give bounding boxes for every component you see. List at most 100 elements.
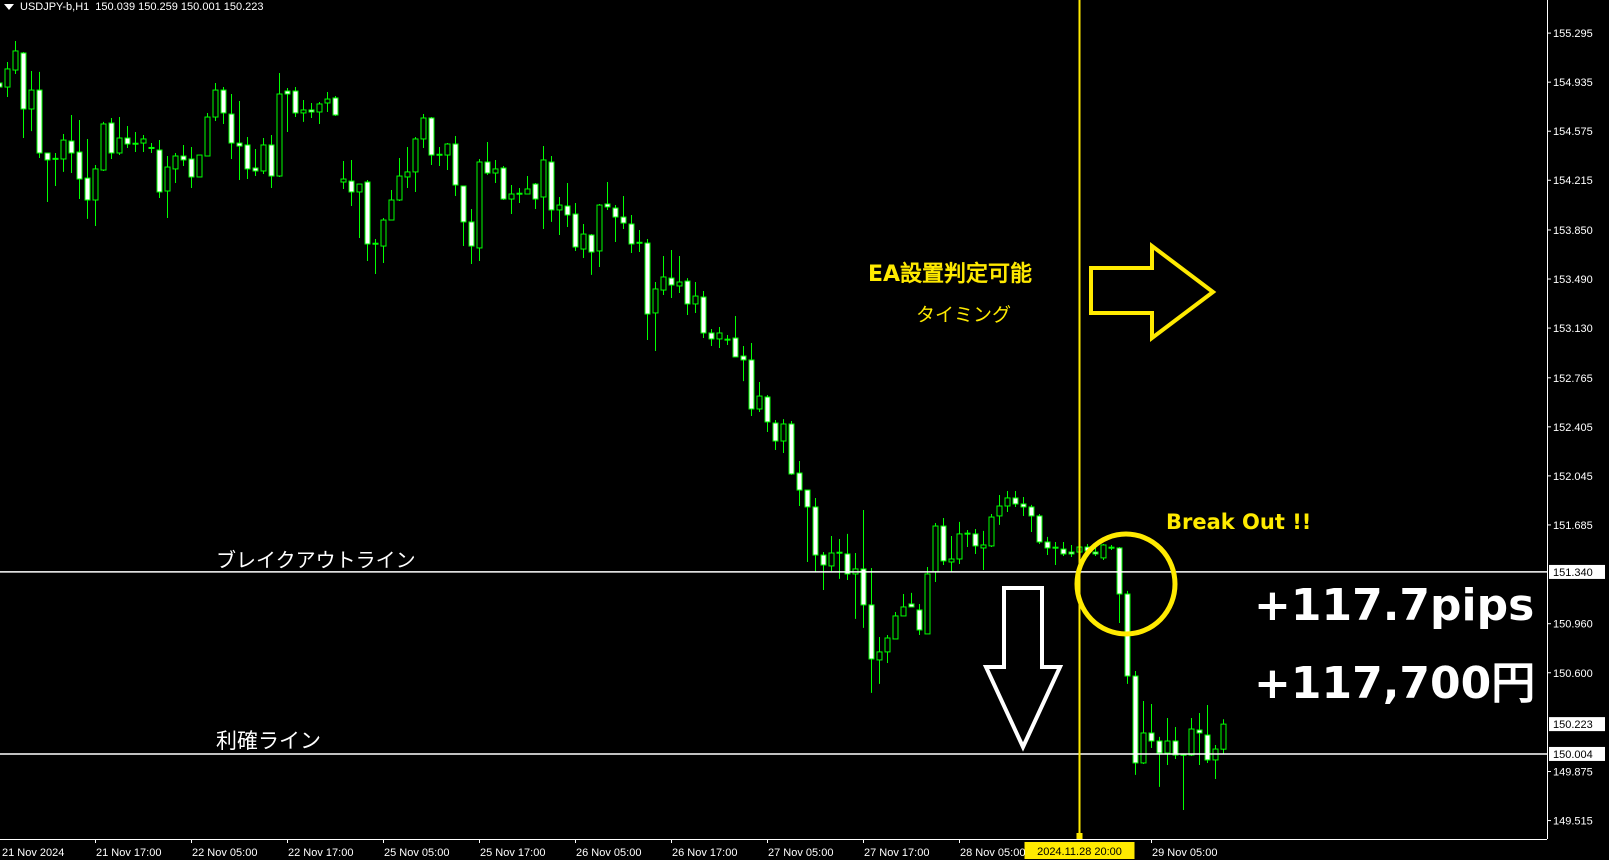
candle-body-bull: [652, 288, 659, 314]
candle: [820, 552, 827, 591]
candle: [188, 147, 195, 189]
candle-body-bull: [580, 233, 587, 250]
candle-body-bear: [452, 143, 459, 186]
candle: [724, 335, 731, 345]
price-tick-label: 152.045: [1553, 471, 1593, 483]
price-tick-label: 152.765: [1553, 373, 1593, 385]
candle: [596, 203, 603, 268]
candle-body-bull: [932, 525, 939, 573]
vertical-line-layer: 2024.11.28 20:00: [1024, 0, 1135, 859]
time-tick-label: 22 Nov 05:00: [192, 847, 257, 859]
price-tick-label: 150.600: [1553, 668, 1593, 680]
candle: [356, 183, 363, 239]
candle: [788, 420, 795, 475]
candle: [412, 137, 419, 192]
price-tick-label: 149.875: [1553, 767, 1593, 779]
arrow-down-icon: [982, 586, 1064, 752]
candle: [644, 238, 651, 341]
candle: [636, 229, 643, 253]
candle-body-bear: [844, 553, 851, 575]
candle: [924, 567, 931, 635]
candle: [756, 382, 763, 412]
candle: [1148, 703, 1155, 748]
candle-body-bear: [68, 140, 75, 154]
candle-body-bear: [916, 609, 923, 631]
candle-body-bear: [268, 144, 275, 177]
candle-body-bull: [4, 68, 11, 88]
time-tick-label: 21 Nov 17:00: [96, 847, 161, 859]
candle-body-bear: [820, 554, 827, 566]
break-out-label: Break Out !!: [1166, 510, 1312, 534]
price-line-tag-label: 150.004: [1553, 749, 1593, 761]
candle: [252, 149, 259, 177]
candle: [588, 234, 595, 275]
candle-body-bull: [412, 138, 419, 173]
candle: [492, 159, 499, 183]
candle-body-bull: [204, 116, 211, 157]
candle: [548, 155, 555, 222]
candle-body-bear: [292, 90, 299, 114]
candle: [372, 238, 379, 274]
profit-pips-label: +117.7pips: [1254, 580, 1535, 631]
candle-body-bull: [404, 171, 411, 178]
triangle-down-icon[interactable]: [4, 4, 14, 10]
time-tick-label: 25 Nov 05:00: [384, 847, 449, 859]
candle-body-bull: [1188, 728, 1195, 756]
candle: [0, 82, 3, 88]
candle: [540, 146, 547, 230]
candle: [228, 94, 235, 159]
candle: [916, 603, 923, 636]
candle-body-bear: [1020, 503, 1027, 508]
candle-body-bear: [532, 183, 539, 200]
candle-body-bear: [1204, 734, 1211, 761]
candle: [1052, 541, 1059, 565]
candle: [180, 144, 187, 166]
candle-body-bear: [428, 117, 435, 156]
time-tick-label: 27 Nov 17:00: [864, 847, 929, 859]
candle-body-bull: [476, 161, 483, 249]
candle: [100, 121, 107, 171]
candle-body-bear: [180, 155, 187, 161]
candle: [612, 205, 619, 242]
candle: [1020, 497, 1027, 516]
time-tick-label: 27 Nov 05:00: [768, 847, 833, 859]
candle-body-bear: [244, 144, 251, 170]
candle: [1156, 736, 1163, 787]
candle-body-bull: [212, 89, 219, 118]
candle-body-bull: [596, 204, 603, 252]
candle: [260, 138, 267, 174]
candle-body-bear: [220, 89, 227, 114]
candle-body-bull: [780, 423, 787, 442]
candle-body-bear: [188, 158, 195, 178]
symbol-timeframe: USDJPY-b,H1: [20, 1, 90, 13]
horizontal-lines-layer: 151.340 150.004 150.223: [0, 564, 1605, 761]
candle: [4, 61, 11, 98]
candle-body-bear: [764, 396, 771, 423]
breakout-line-label: ブレイクアウトライン: [216, 548, 416, 572]
vertical-line-handle[interactable]: [1076, 833, 1083, 839]
candle-body-bear: [748, 359, 755, 410]
candle: [1044, 536, 1051, 556]
candle: [860, 509, 867, 628]
candle-body-bear: [1156, 740, 1163, 754]
candle: [932, 523, 939, 583]
time-tick-label: 22 Nov 17:00: [288, 847, 353, 859]
candle-body-bear: [644, 242, 651, 315]
price-tick-label: 155.295: [1553, 28, 1593, 40]
candle: [452, 135, 459, 197]
candle: [532, 182, 539, 209]
candle-body-bull: [28, 89, 35, 110]
candle: [348, 159, 355, 206]
candle: [620, 196, 627, 230]
candle-body-bull: [1220, 723, 1227, 750]
candle-body-bear: [1028, 506, 1035, 517]
candle-body-bull: [380, 219, 387, 247]
candle: [164, 155, 171, 218]
candle-body-bull: [300, 109, 307, 114]
candle: [684, 278, 691, 315]
price-line-tag: [1549, 746, 1605, 761]
candle: [772, 420, 779, 450]
ea-timing-label: EA設置判定可能: [868, 262, 1033, 287]
